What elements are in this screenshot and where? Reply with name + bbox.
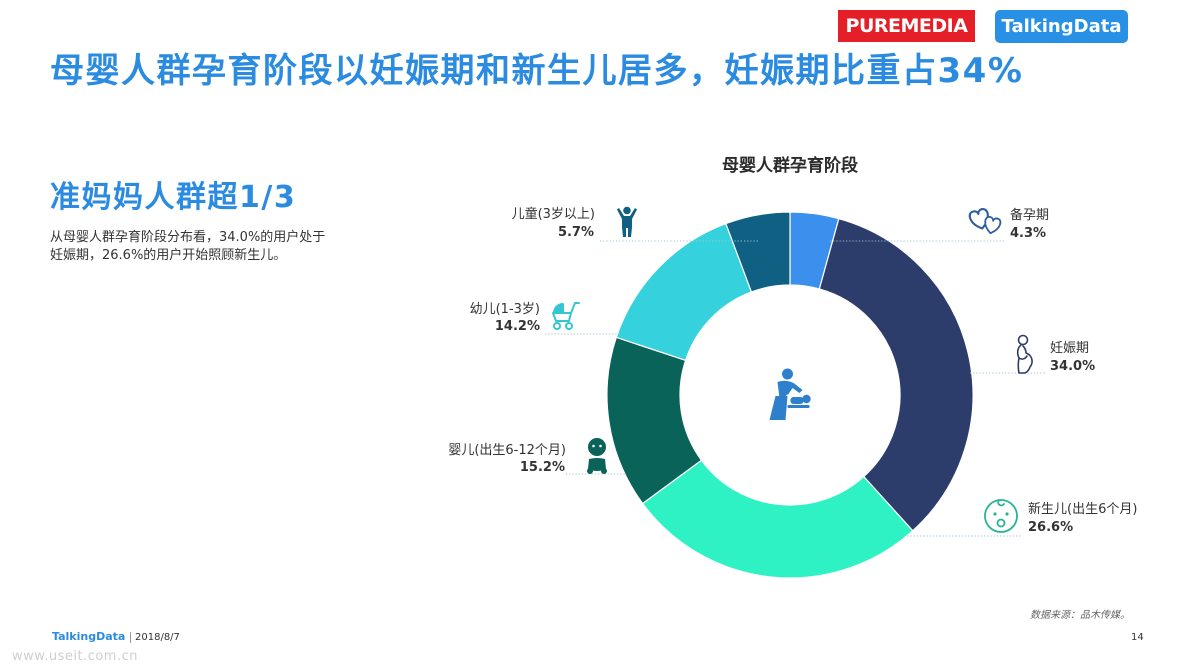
label-name-pre-pregnancy: 备孕期 xyxy=(1010,207,1049,223)
donut-slices xyxy=(606,211,974,579)
leader-lines xyxy=(545,240,1046,537)
label-name-child: 儿童(3岁以上) xyxy=(512,206,595,222)
chart-title: 母婴人群孕育阶段 xyxy=(722,155,858,176)
label-name-toddler: 幼儿(1-3岁) xyxy=(470,302,540,317)
footer-brand-logo: TalkingData xyxy=(52,630,126,643)
baby-changing-icon xyxy=(769,368,811,420)
section-subtitle: 准妈妈人群超1/3 xyxy=(50,180,297,215)
talkingdata-logo-text: TalkingData xyxy=(1001,16,1122,37)
donut-slice-child xyxy=(725,211,791,293)
pregnant-woman-icon xyxy=(1016,334,1033,374)
talkingdata-logo: TalkingData xyxy=(995,10,1128,43)
child-icon xyxy=(617,206,637,237)
puremedia-logo: PUREMEDIA xyxy=(838,10,975,42)
description: 从母婴人群孕育阶段分布看，34.0%的用户处于 妊娠期，26.6%的用户开始照顾… xyxy=(50,229,325,265)
label-value-child: 5.7% xyxy=(558,225,594,240)
donut-slice-newborn xyxy=(641,459,914,579)
puremedia-logo-text: PUREMEDIA xyxy=(845,15,968,37)
description-line-1: 从母婴人群孕育阶段分布看，34.0%的用户处于 xyxy=(50,230,326,245)
description-line-2: 妊娠期，26.6%的用户开始照顾新生儿。 xyxy=(50,248,287,263)
label-value-pre-pregnancy: 4.3% xyxy=(1010,226,1046,241)
baby-face-icon xyxy=(984,499,1018,533)
footer-separator xyxy=(130,632,131,643)
label-name-pregnancy: 妊娠期 xyxy=(1050,341,1089,356)
footer-date: 2018/8/7 xyxy=(135,632,180,643)
donut-slice-pregnancy xyxy=(818,217,974,532)
data-source-note: 数据来源：品木传媒。 xyxy=(1030,610,1130,621)
label-value-newborn: 26.6% xyxy=(1028,520,1073,535)
page-title: 母婴人群孕育阶段以妊娠期和新生儿居多，妊娠期比重占34% xyxy=(50,51,1024,91)
label-value-infant: 15.2% xyxy=(520,460,565,475)
stroller-icon xyxy=(552,302,580,330)
hearts-icon xyxy=(968,208,1002,235)
watermark: www.useit.com.cn xyxy=(12,649,138,664)
label-value-toddler: 14.2% xyxy=(495,319,540,334)
label-name-infant: 婴儿(出生6-12个月) xyxy=(448,443,566,458)
label-name-newborn: 新生儿(出生6个月) xyxy=(1028,501,1137,517)
donut-chart: 母婴人群孕育阶段 xyxy=(448,155,1137,579)
baby-icon xyxy=(587,438,607,474)
donut-slice-toddler xyxy=(615,222,753,362)
page-number: 14 xyxy=(1131,632,1144,643)
label-value-pregnancy: 34.0% xyxy=(1050,359,1095,374)
